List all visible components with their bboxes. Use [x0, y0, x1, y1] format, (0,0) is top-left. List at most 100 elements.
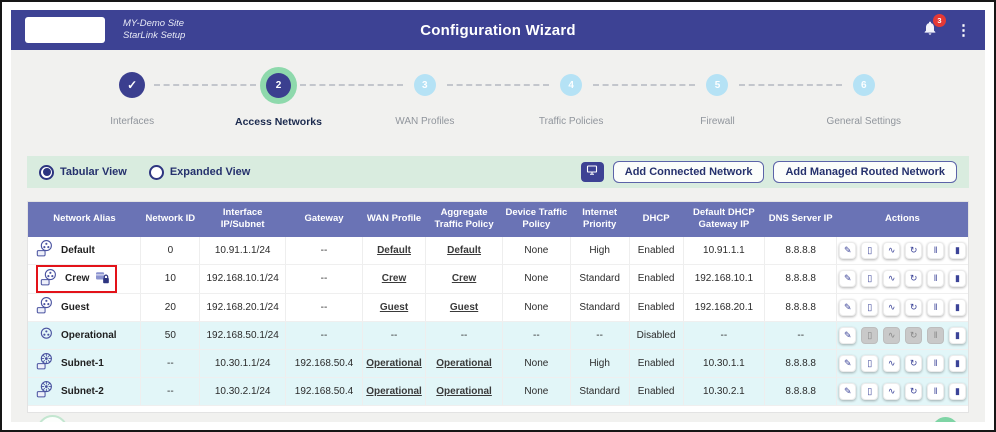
- reassign-icon: ↻: [909, 244, 918, 255]
- top-header-bar: MY-Demo Site StarLink Setup Configuratio…: [11, 10, 985, 50]
- edit-action-button[interactable]: ✎: [839, 298, 857, 316]
- pause-action-button: ‖: [927, 326, 945, 344]
- access-network-icon: [36, 296, 55, 318]
- wan-profile-link[interactable]: Operational: [366, 357, 422, 369]
- network-alias-cell: Guest: [28, 293, 142, 322]
- wan-profile-link[interactable]: Operational: [366, 385, 422, 397]
- reassign-action-button: ↻: [905, 326, 923, 344]
- subnet-icon: [36, 352, 55, 374]
- activity-action-button[interactable]: ∿: [883, 270, 901, 288]
- network-icon: [36, 324, 55, 346]
- edit-icon: ✎: [844, 385, 852, 396]
- reassign-action-button[interactable]: ↻: [905, 354, 923, 372]
- stop-action-button[interactable]: ▮: [949, 382, 966, 400]
- aggregate-traffic-policy-link[interactable]: Operational: [436, 357, 492, 369]
- wan-profile-link[interactable]: Guest: [379, 301, 409, 313]
- dhcp-cell: Enabled: [629, 264, 684, 294]
- wan-profile-cell: Guest: [362, 293, 427, 322]
- reassign-action-button[interactable]: ↻: [905, 298, 923, 316]
- network-alias-cell: Subnet-2: [28, 377, 142, 406]
- pause-icon: ‖: [933, 273, 938, 284]
- add-connected-network-button[interactable]: Add Connected Network: [612, 161, 765, 183]
- default-dhcp-gateway-ip-cell: 10.91.1.1: [683, 236, 766, 265]
- stop-action-button[interactable]: ▮: [949, 270, 966, 288]
- activity-icon: ∿: [887, 301, 896, 312]
- reassign-action-button[interactable]: ↻: [905, 241, 923, 259]
- mobile-action-button[interactable]: ▯: [861, 354, 879, 372]
- actions-cell: ✎ ▯ ∿ ↻ ‖ ▮: [836, 349, 968, 378]
- stop-action-button[interactable]: ▮: [949, 241, 966, 259]
- wizard-step-general-settings[interactable]: 6 General Settings: [791, 66, 937, 152]
- wizard-step-traffic-policies[interactable]: 4 Traffic Policies: [498, 66, 696, 152]
- mobile-action-button[interactable]: ▯: [861, 270, 879, 288]
- wan-profile-link[interactable]: Crew: [381, 273, 407, 285]
- kebab-menu-icon[interactable]: ⋮: [956, 21, 971, 39]
- activity-action-button[interactable]: ∿: [883, 241, 901, 259]
- mobile-icon: ▯: [867, 244, 873, 255]
- edit-action-button[interactable]: ✎: [839, 354, 857, 372]
- mobile-action-button[interactable]: ▯: [861, 298, 879, 316]
- aggregate-traffic-policy-link[interactable]: Guest: [449, 301, 479, 313]
- network-id-cell: 0: [140, 236, 201, 265]
- column-header-network-id: Network ID: [140, 202, 200, 237]
- radio-unselected-icon: [148, 164, 164, 180]
- stop-action-button[interactable]: ▮: [949, 354, 966, 372]
- radio-tabular-view[interactable]: Tabular View: [39, 164, 127, 180]
- aggregate-traffic-policy-cell: Operational: [425, 349, 503, 378]
- table-row-operational: Operational 50 192.168.50.1/24 -- -- -- -- -- Di…: [28, 321, 968, 350]
- step-label: WAN Profiles: [395, 116, 455, 127]
- default-dhcp-gateway-ip-cell: 10.30.1.1: [683, 349, 766, 378]
- pause-action-button[interactable]: ‖: [927, 241, 945, 259]
- activity-action-button[interactable]: ∿: [883, 382, 901, 400]
- edit-action-button[interactable]: ✎: [839, 326, 857, 344]
- mobile-action-button: ▯: [861, 326, 879, 344]
- reassign-action-button[interactable]: ↻: [905, 270, 923, 288]
- aggregate-traffic-policy-link[interactable]: Operational: [436, 385, 492, 397]
- wizard-step-interfaces[interactable]: ✓ Interfaces: [59, 66, 257, 152]
- stop-action-button[interactable]: ▮: [949, 326, 966, 344]
- pause-action-button[interactable]: ‖: [927, 298, 945, 316]
- pause-action-button[interactable]: ‖: [927, 354, 945, 372]
- back-button[interactable]: ←: [37, 414, 68, 422]
- network-alias-label: Guest: [61, 301, 90, 313]
- subnet-icon: [36, 380, 55, 402]
- wizard-step-access-networks[interactable]: 2 Access Networks: [205, 66, 404, 152]
- edit-icon: ✎: [844, 301, 852, 312]
- mobile-action-button[interactable]: ▯: [861, 382, 879, 400]
- aggregate-traffic-policy-cell: Crew: [425, 264, 503, 294]
- add-managed-routed-network-button[interactable]: Add Managed Routed Network: [773, 161, 957, 183]
- column-header-device-traffic-policy: Device Traffic Policy: [502, 202, 571, 237]
- activity-action-button[interactable]: ∿: [883, 354, 901, 372]
- aggregate-traffic-policy-link[interactable]: Default: [447, 244, 482, 256]
- edit-action-button[interactable]: ✎: [839, 382, 857, 400]
- activity-action-button[interactable]: ∿: [883, 298, 901, 316]
- reassign-action-button[interactable]: ↻: [905, 382, 923, 400]
- network-alias-label: Crew: [65, 273, 90, 285]
- actions-cell: ✎ ▯ ∿ ↻ ‖ ▮: [836, 236, 968, 265]
- gateway-cell: --: [285, 236, 363, 265]
- notification-badge: 3: [933, 13, 946, 27]
- display-view-button[interactable]: [580, 162, 604, 182]
- activity-icon: ∿: [887, 329, 896, 340]
- wan-profile-cell: Operational: [362, 377, 427, 406]
- radio-expanded-view[interactable]: Expanded View: [148, 164, 250, 180]
- edit-action-button[interactable]: ✎: [839, 270, 857, 288]
- edit-action-button[interactable]: ✎: [839, 241, 857, 259]
- toolbar-buttons: Add Connected Network Add Managed Routed…: [580, 161, 957, 183]
- reassign-icon: ↻: [909, 273, 918, 284]
- network-alias: Guest: [36, 296, 89, 318]
- pause-action-button[interactable]: ‖: [927, 270, 945, 288]
- stop-action-button[interactable]: ▮: [949, 298, 966, 316]
- wan-profile-link[interactable]: Default: [377, 244, 411, 256]
- pause-action-button[interactable]: ‖: [927, 382, 945, 400]
- notifications-button[interactable]: 3: [922, 13, 946, 41]
- dns-server-ip-cell: 8.8.8.8: [764, 377, 838, 406]
- wizard-step-firewall[interactable]: 5 Firewall: [644, 66, 843, 152]
- wizard-step-wan-profiles[interactable]: 3 WAN Profiles: [352, 66, 550, 152]
- aggregate-traffic-policy-link[interactable]: Crew: [451, 273, 477, 285]
- column-header-gateway: Gateway: [285, 202, 363, 237]
- activity-icon: ∿: [887, 244, 896, 255]
- next-button[interactable]: →: [932, 416, 959, 422]
- mobile-action-button[interactable]: ▯: [861, 241, 879, 259]
- networks-table: Network Alias Network ID Interface IP/Subn…: [28, 202, 968, 406]
